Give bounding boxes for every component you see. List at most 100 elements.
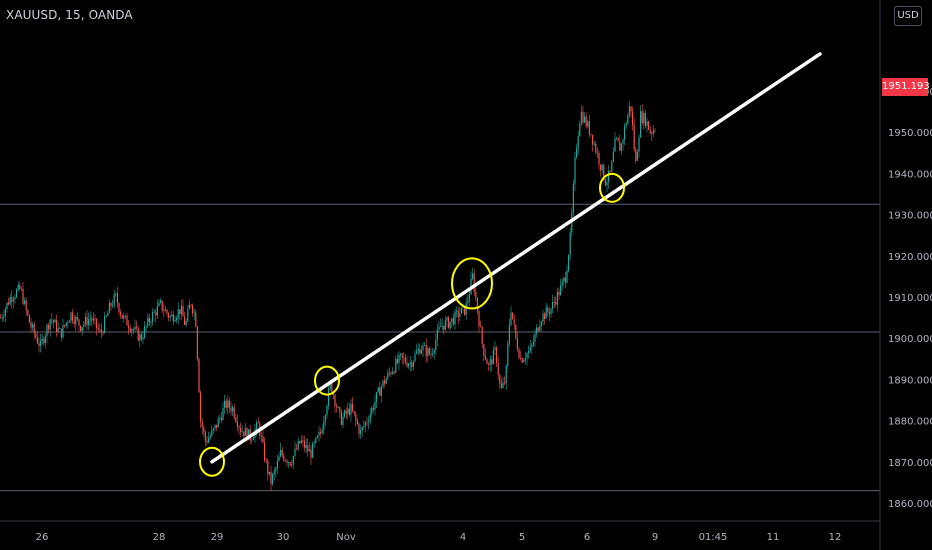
candle	[641, 111, 643, 123]
candle	[398, 354, 400, 364]
candle	[51, 319, 53, 321]
candle	[336, 405, 338, 408]
candle	[164, 309, 166, 312]
candle	[201, 421, 203, 428]
candle	[161, 300, 163, 311]
candle	[268, 471, 270, 474]
candle	[531, 344, 533, 347]
candle	[513, 318, 515, 325]
candle	[390, 372, 392, 374]
candle	[65, 322, 67, 326]
candle	[472, 273, 474, 279]
candle	[617, 137, 619, 142]
candle	[17, 284, 19, 290]
candle	[27, 310, 29, 315]
candle	[46, 325, 48, 337]
candle	[289, 462, 291, 466]
candle	[440, 325, 442, 327]
candle	[556, 291, 558, 305]
trend-line-group[interactable]	[210, 52, 822, 464]
candle	[57, 328, 59, 332]
candle	[36, 337, 38, 344]
candle	[387, 372, 389, 379]
candle	[406, 362, 408, 367]
candle	[169, 316, 171, 318]
candle	[540, 321, 542, 326]
price-tick-label: 1920.000	[888, 252, 932, 263]
candle	[340, 411, 342, 425]
candle	[108, 303, 110, 313]
candle	[478, 311, 480, 327]
candle	[568, 255, 570, 271]
candle	[561, 281, 563, 286]
candle	[44, 336, 46, 344]
candle	[643, 113, 645, 123]
candle	[393, 371, 395, 373]
candle	[152, 312, 154, 322]
candle	[272, 474, 274, 484]
candle	[424, 345, 426, 346]
candle	[444, 320, 446, 330]
candle	[315, 437, 317, 443]
candle	[441, 325, 443, 327]
candle	[299, 441, 301, 444]
candle	[396, 359, 398, 364]
candle	[168, 313, 170, 318]
touch-circle	[199, 446, 225, 477]
candle	[475, 291, 477, 298]
time-axis[interactable]: 26 28 29 30 Nov 4 5 6 9 01:45 11 12	[36, 532, 842, 543]
candle	[624, 126, 626, 140]
candle	[484, 355, 486, 360]
candle	[91, 318, 93, 321]
candle	[596, 152, 598, 154]
candle	[260, 435, 262, 437]
candle	[550, 308, 552, 315]
candle	[539, 325, 541, 331]
candle	[464, 305, 466, 315]
candle	[24, 300, 26, 304]
candle	[256, 422, 258, 430]
symbol-label[interactable]: XAUUSD, 15, OANDA	[6, 8, 133, 22]
candle	[414, 353, 416, 362]
candle	[395, 359, 397, 373]
price-tick-label: 1880.000	[888, 417, 932, 428]
candle	[376, 392, 378, 402]
candle	[494, 347, 496, 350]
candle	[520, 358, 522, 359]
candle	[136, 326, 138, 328]
candle	[564, 277, 566, 283]
candles	[0, 100, 656, 492]
candle	[576, 148, 578, 158]
candle	[460, 307, 462, 314]
candle	[182, 305, 184, 317]
candle	[363, 426, 365, 428]
candle	[129, 328, 131, 332]
time-tick-label: 11	[767, 532, 780, 543]
candle	[38, 343, 40, 346]
candle	[512, 312, 514, 319]
currency-button[interactable]: USD	[894, 6, 922, 26]
candle	[184, 316, 186, 325]
candle	[448, 317, 450, 328]
candle	[403, 357, 405, 359]
time-tick-label: 4	[460, 532, 466, 543]
candle	[190, 304, 192, 306]
candle	[275, 468, 277, 471]
candle	[179, 309, 181, 315]
candle	[236, 421, 238, 427]
candle	[384, 380, 386, 384]
candle	[225, 400, 227, 408]
candle	[488, 364, 490, 365]
candle	[280, 450, 282, 457]
candle	[19, 284, 21, 289]
candle	[529, 346, 531, 352]
candle	[281, 450, 283, 456]
candle	[126, 315, 128, 326]
candle	[523, 359, 525, 363]
candle	[54, 319, 56, 323]
candle	[28, 314, 30, 323]
candle	[350, 403, 352, 415]
candle	[480, 326, 482, 328]
candle	[555, 302, 557, 305]
